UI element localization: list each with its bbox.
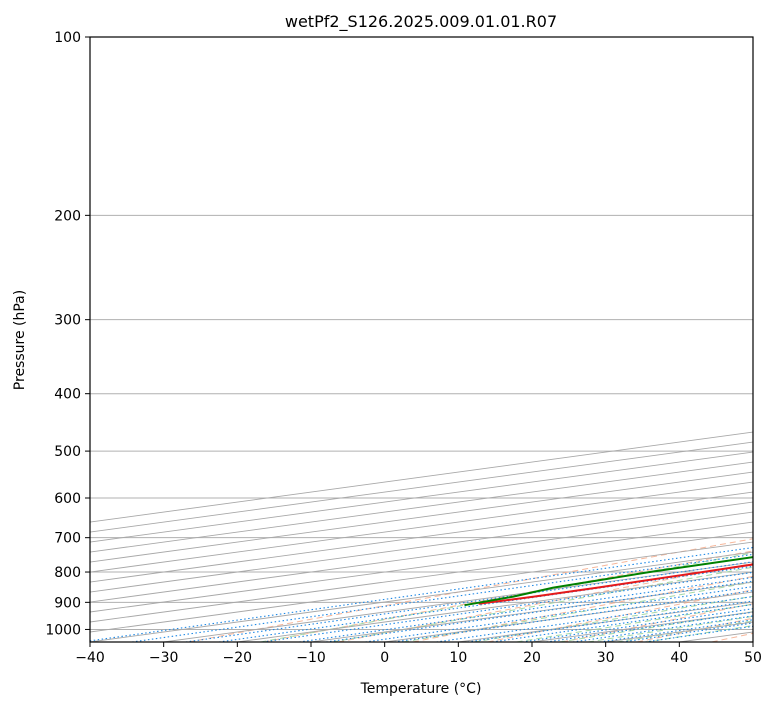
x-tick-label: −30 [149, 650, 179, 666]
x-tick-label: 0 [380, 650, 389, 666]
x-axis-ticks: −40 −30 −20 −10 0 10 20 30 40 50 [75, 642, 762, 666]
y-tick-label: 300 [54, 313, 81, 329]
isotherm-line [384, 591, 753, 642]
x-tick-label: −40 [75, 650, 105, 666]
y-tick-label: 600 [54, 491, 81, 507]
isotherm-line [90, 541, 753, 633]
isotherm-line [531, 611, 753, 642]
isotherm-line [679, 631, 753, 642]
y-axis-label: Pressure (hPa) [12, 290, 28, 390]
mixing-ratio-line [546, 611, 753, 642]
plot-frame [89, 36, 754, 643]
isotherms [90, 431, 753, 642]
dry-adiabat-line [711, 632, 753, 642]
isotherm-line [752, 641, 753, 642]
isotherm-line [90, 451, 753, 543]
y-tick-label: 200 [54, 208, 81, 224]
dry-adiabat-line [487, 589, 753, 642]
dry-adiabat-line [562, 603, 753, 642]
isotherm-line [90, 461, 753, 553]
y-tick-label: 700 [54, 531, 81, 547]
dry-adiabat-line [412, 575, 753, 642]
dry-adiabat-line [636, 617, 753, 642]
y-tick-label: 1000 [45, 622, 81, 638]
chart-title: wetPf2_S126.2025.009.01.01.R07 [285, 12, 557, 32]
x-tick-label: −20 [223, 650, 253, 666]
isotherm-line [90, 491, 753, 583]
y-tick-label: 800 [54, 565, 81, 581]
isotherm-line [90, 501, 753, 593]
dry-adiabat-line [263, 550, 753, 642]
dry-adiabat-line [338, 562, 753, 642]
x-tick-label: 40 [670, 650, 688, 666]
dry-adiabats [188, 538, 753, 642]
pressure-gridlines [90, 37, 753, 630]
plot-area: 0.10.20.40.611.52346810131620253036-100-… [90, 37, 753, 642]
isotherm-line [90, 481, 753, 573]
isotherm-line [90, 521, 753, 613]
isotherm-line [90, 551, 753, 642]
moist-adiabat-line [473, 595, 753, 642]
y-tick-label: 500 [54, 444, 81, 460]
mixing-ratio-line [90, 546, 753, 642]
isotherm-line [310, 581, 753, 642]
y-tick-label: 400 [54, 387, 81, 403]
mixing-ratio-line [185, 561, 753, 642]
mixing-ratio-line [492, 603, 753, 642]
mixing-ratio-line [645, 625, 753, 642]
mixing-ratio-line [365, 586, 753, 642]
isotherm-line [90, 471, 753, 563]
mixing-ratio-line [394, 590, 753, 642]
x-tick-label: −10 [296, 650, 326, 666]
moist-adiabat-line [516, 603, 753, 642]
y-axis-ticks: 100 200 300 400 500 600 700 800 900 1000 [45, 30, 90, 638]
x-tick-label: 20 [523, 650, 541, 666]
x-tick-label: 10 [449, 650, 467, 666]
isotherm-line [90, 531, 753, 623]
dry-adiabat-line [188, 538, 753, 642]
x-tick-label: 50 [744, 650, 762, 666]
x-axis-label: Temperature (°C) [360, 681, 482, 697]
mixing-ratio-line [436, 596, 753, 642]
y-tick-label: 100 [54, 30, 81, 46]
mixing-ratio-line [325, 580, 753, 642]
y-tick-label: 900 [54, 595, 81, 611]
mixing-ratio-lines [90, 546, 753, 642]
isotherm-line [90, 511, 753, 603]
x-tick-label: 30 [597, 650, 615, 666]
